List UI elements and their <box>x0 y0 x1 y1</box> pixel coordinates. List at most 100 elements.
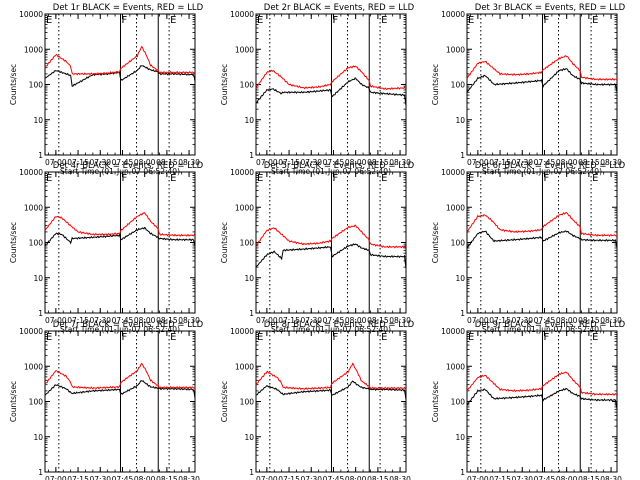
event-marker-label: F <box>121 332 127 343</box>
event-marker-label: F <box>121 173 127 184</box>
x-tick-label: 08:00 <box>134 158 156 167</box>
y-tick-label: 10 <box>455 433 465 442</box>
events-series-line <box>255 380 407 401</box>
y-tick-label: 10 <box>455 116 465 125</box>
chart-panel-3: Det 3r BLACK = Events, RED = LLD 1 10 100 10… <box>431 3 626 176</box>
x-tick-label: 08:30 <box>600 475 622 480</box>
y-tick-label: 10 <box>455 274 465 283</box>
x-tick-label: 08:15 <box>156 475 178 480</box>
y-tick-label: 1 <box>460 309 465 318</box>
chart-panel-6: Det 6r BLACK = Events, RED = LLD 1 10 100 10… <box>431 161 626 334</box>
y-axis-label: Counts/sec <box>220 222 229 263</box>
x-tick-label: 07:15 <box>489 158 511 167</box>
y-tick-label: 100 <box>451 398 466 407</box>
x-tick-label: 07:00 <box>256 316 278 325</box>
corner-marker-label: E <box>257 15 263 26</box>
chart-title: Det 5r BLACK = Events, RED = LLD <box>264 161 415 171</box>
lld-series-line <box>255 65 407 91</box>
events-series-line <box>44 379 196 399</box>
corner-marker-label: E <box>468 173 474 184</box>
x-tick-label: 08:30 <box>600 316 622 325</box>
y-tick-label: 1 <box>38 151 43 160</box>
x-tick-label: 08:00 <box>345 158 367 167</box>
event-marker-label: F <box>543 15 549 26</box>
x-tick-label: 08:30 <box>389 316 411 325</box>
x-tick-label: 07:45 <box>534 475 556 480</box>
x-tick-label: 08:00 <box>134 475 156 480</box>
lld-series-line <box>466 211 618 237</box>
event-marker-label: F <box>543 332 549 343</box>
x-tick-label: 08:00 <box>345 316 367 325</box>
y-tick-label: 10 <box>33 274 43 283</box>
corner-marker-label: E <box>468 332 474 343</box>
x-tick-label: 08:30 <box>389 475 411 480</box>
event-marker-label: E <box>381 15 387 26</box>
events-series-line <box>255 243 407 269</box>
chart-title: Det 3r BLACK = Events, RED = LLD <box>475 3 626 13</box>
corner-marker-label: E <box>468 15 474 26</box>
x-axis-label: Start Time (01-Jun-07 06:52:40) <box>482 325 602 334</box>
y-tick-label: 100 <box>29 398 44 407</box>
corner-marker-label: E <box>257 173 263 184</box>
x-tick-label: 07:15 <box>278 475 300 480</box>
corner-marker-label: E <box>46 15 52 26</box>
x-axis-label: Start Time (01-Jun-07 06:52:40) <box>60 325 180 334</box>
x-tick-label: 07:15 <box>278 316 300 325</box>
y-tick-label: 1000 <box>446 203 465 212</box>
x-tick-label: 08:15 <box>156 158 178 167</box>
chart-panel-1: Det 1r BLACK = Events, RED = LLD 1 10 100 10… <box>9 3 204 176</box>
chart-title: Det 9r BLACK = Events, RED = LLD <box>475 320 626 330</box>
events-series-line <box>466 387 618 410</box>
corner-marker-label: E <box>46 173 52 184</box>
chart-title: Det 1r BLACK = Events, RED = LLD <box>53 3 204 13</box>
lld-series-line <box>44 362 196 390</box>
x-tick-label: 08:00 <box>134 316 156 325</box>
y-tick-label: 1 <box>38 309 43 318</box>
corner-marker-label: E <box>257 332 263 343</box>
y-tick-label: 1000 <box>24 45 43 54</box>
lld-series-line <box>255 224 407 249</box>
x-tick-label: 07:15 <box>489 316 511 325</box>
x-tick-label: 07:00 <box>467 316 489 325</box>
y-tick-label: 100 <box>451 239 466 248</box>
x-tick-label: 07:15 <box>489 475 511 480</box>
events-series-line <box>44 226 196 247</box>
y-tick-label: 1000 <box>24 362 43 371</box>
y-tick-label: 100 <box>240 239 255 248</box>
y-tick-label: 1 <box>249 151 254 160</box>
x-tick-label: 08:30 <box>178 158 200 167</box>
y-tick-label: 1000 <box>235 45 254 54</box>
events-series-line <box>466 68 618 93</box>
x-tick-label: 08:30 <box>600 158 622 167</box>
x-tick-label: 08:00 <box>345 475 367 480</box>
lld-series-line <box>466 371 618 397</box>
event-marker-label: E <box>381 332 387 343</box>
x-tick-label: 07:45 <box>112 475 134 480</box>
y-tick-label: 10000 <box>441 10 465 19</box>
x-tick-label: 07:30 <box>89 475 111 480</box>
event-marker-label: F <box>121 15 127 26</box>
y-tick-label: 10000 <box>441 327 465 336</box>
event-marker-label: F <box>332 332 338 343</box>
event-marker-label: F <box>543 173 549 184</box>
x-tick-label: 07:00 <box>467 475 489 480</box>
y-axis-label: Counts/sec <box>431 222 440 263</box>
x-tick-label: 07:30 <box>300 316 322 325</box>
x-tick-label: 07:45 <box>323 475 345 480</box>
y-tick-label: 100 <box>29 239 44 248</box>
chart-panel-4: Det 4r BLACK = Events, RED = LLD 1 10 100 10… <box>9 161 204 334</box>
y-axis-label: Counts/sec <box>431 64 440 105</box>
x-tick-label: 08:15 <box>367 316 389 325</box>
events-series-line <box>44 65 196 87</box>
x-tick-label: 07:30 <box>89 316 111 325</box>
chart-panel-8: Det 8r BLACK = Events, RED = LLD 1 10 100 10… <box>220 320 415 480</box>
y-tick-label: 10000 <box>19 327 43 336</box>
x-tick-label: 07:00 <box>256 475 278 480</box>
x-axis-label: Start Time (01-Jun-07 06:52:40) <box>271 325 391 334</box>
x-tick-label: 08:30 <box>178 475 200 480</box>
x-tick-label: 07:15 <box>278 158 300 167</box>
y-axis-label: Counts/sec <box>431 381 440 422</box>
event-marker-label: E <box>170 15 176 26</box>
y-tick-label: 100 <box>451 81 466 90</box>
x-tick-label: 07:30 <box>300 158 322 167</box>
